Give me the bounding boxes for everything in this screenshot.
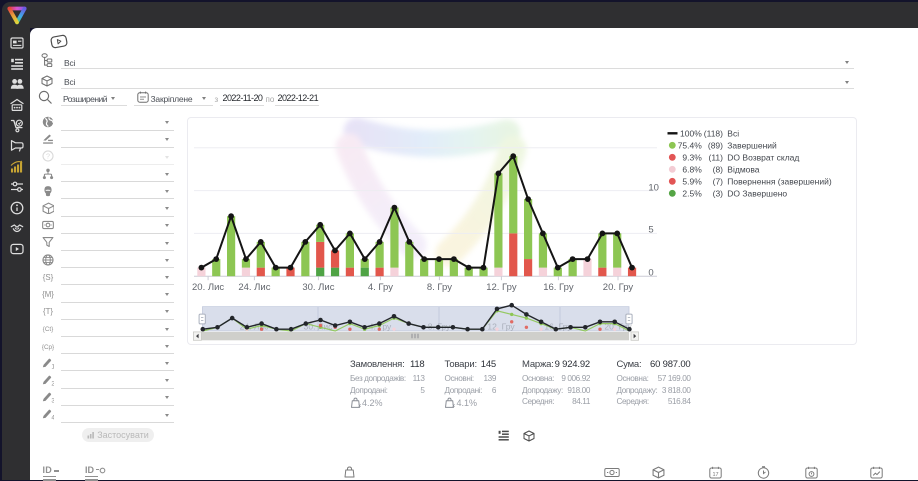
svg-text:5.9%: 5.9% bbox=[682, 177, 702, 187]
svg-text:16. Гру: 16. Гру bbox=[543, 282, 574, 293]
svg-text:(8): (8) bbox=[712, 165, 723, 175]
svg-text:1: 1 bbox=[51, 363, 54, 368]
svg-text:3: 3 bbox=[51, 398, 54, 403]
svg-text:{S}: {S} bbox=[42, 273, 53, 282]
svg-text:100%: 100% bbox=[680, 129, 702, 139]
svg-text:12. Гру: 12. Гру bbox=[486, 282, 517, 293]
svg-text:9.3%: 9.3% bbox=[682, 153, 702, 163]
svg-text:20. Гру: 20. Гру bbox=[604, 322, 632, 332]
svg-text:{Ct}: {Ct} bbox=[42, 326, 53, 333]
svg-text:17: 17 bbox=[712, 472, 718, 478]
svg-text:10: 10 bbox=[648, 183, 659, 194]
svg-text:4. Гру: 4. Гру bbox=[367, 282, 392, 293]
svg-text:8. Гру: 8. Гру bbox=[426, 282, 451, 293]
svg-text:2.5%: 2.5% bbox=[682, 189, 702, 199]
svg-text:Завершений: Завершений bbox=[727, 141, 777, 151]
svg-text:2: 2 bbox=[51, 381, 54, 386]
svg-text:16. Гру: 16. Гру bbox=[544, 322, 572, 332]
svg-text:Всі: Всі bbox=[727, 129, 739, 139]
svg-text:DO Завершено: DO Завершено bbox=[727, 189, 787, 199]
svg-text:12. Гру: 12. Гру bbox=[487, 322, 515, 332]
svg-text:{Cp}: {Cp} bbox=[42, 344, 54, 351]
svg-text:30. Лис: 30. Лис bbox=[302, 282, 334, 293]
svg-text:24. Лис: 24. Лис bbox=[238, 282, 270, 293]
svg-text:{T}: {T} bbox=[42, 307, 52, 316]
svg-text:DO Возврат склад: DO Возврат склад bbox=[727, 153, 799, 163]
svg-text:20. Лис: 20. Лис bbox=[192, 282, 224, 293]
svg-text:0: 0 bbox=[648, 268, 653, 279]
svg-text:6.8%: 6.8% bbox=[682, 165, 702, 175]
svg-text:{M}: {M} bbox=[42, 290, 54, 299]
svg-text:?: ? bbox=[46, 153, 50, 161]
svg-text:Відмова: Відмова bbox=[727, 165, 760, 175]
svg-text:20. Гру: 20. Гру bbox=[602, 282, 633, 293]
svg-text:(118): (118) bbox=[703, 129, 722, 139]
svg-text:24. Лис: 24. Лис bbox=[240, 322, 270, 332]
svg-text:5: 5 bbox=[648, 225, 653, 236]
svg-text:(3): (3) bbox=[712, 189, 723, 199]
svg-text:Повернення (завершений): Повернення (завершений) bbox=[727, 177, 832, 187]
svg-text:4: 4 bbox=[51, 415, 54, 420]
svg-text:(7): (7) bbox=[712, 177, 723, 187]
svg-text:75.4%: 75.4% bbox=[677, 141, 702, 151]
svg-text:(89): (89) bbox=[707, 141, 722, 151]
svg-text:(11): (11) bbox=[708, 153, 723, 163]
